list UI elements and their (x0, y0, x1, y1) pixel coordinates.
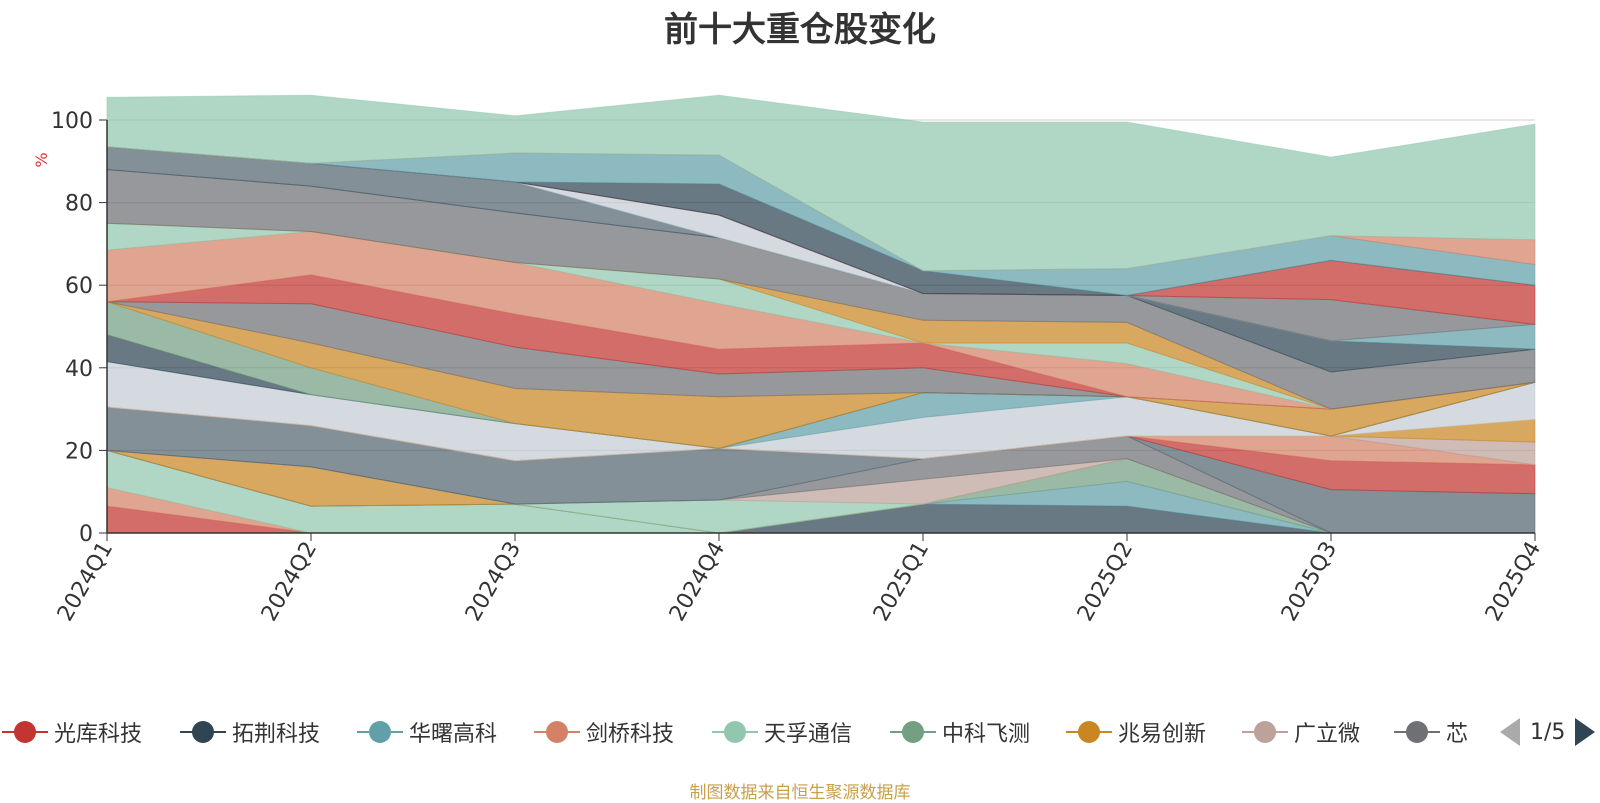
legend-marker-icon (532, 712, 582, 752)
y-axis-unit-label: % (32, 152, 51, 167)
x-tick-label: 2024Q1 (53, 538, 118, 626)
chart-title: 前十大重仓股变化 (664, 10, 936, 50)
legend-marker-icon (710, 712, 760, 752)
legend-label: 拓荆科技 (232, 722, 321, 747)
legend-label: 中科飞测 (942, 722, 1031, 747)
legend-label: 广立微 (1294, 722, 1361, 747)
legend: 光库科技 拓荆科技 华曙高科 剑桥科技 天孚通信 中科飞测 兆易创新 广立微 芯 1/5 (0, 712, 1600, 752)
legend-pager: 1/5 (1500, 712, 1596, 752)
legend-item[interactable]: 剑桥科技 (532, 712, 674, 752)
legend-label: 剑桥科技 (586, 722, 675, 747)
legend-label: 天孚通信 (764, 722, 853, 747)
legend-item[interactable]: 广立微 (1240, 712, 1360, 752)
legend-marker-icon (355, 712, 405, 752)
x-tick-label: 2024Q2 (257, 538, 322, 626)
legend-marker-icon (0, 712, 50, 752)
legend-items: 光库科技 拓荆科技 华曙高科 剑桥科技 天孚通信 中科飞测 兆易创新 广立微 芯 (0, 712, 1478, 752)
y-tick-label: 0 (79, 522, 93, 547)
legend-prev-page-icon[interactable] (1500, 718, 1520, 746)
x-tick-label: 2025Q1 (869, 538, 934, 626)
legend-item[interactable]: 光库科技 (0, 712, 142, 752)
legend-page-indicator: 1/5 (1530, 719, 1566, 745)
legend-marker-icon (178, 712, 228, 752)
legend-marker-icon (1064, 712, 1114, 752)
y-tick-label: 100 (51, 109, 93, 134)
legend-label: 华曙高科 (409, 722, 498, 747)
y-tick-label: 40 (65, 357, 93, 382)
legend-item[interactable]: 拓荆科技 (178, 712, 320, 752)
legend-item[interactable]: 中科飞测 (888, 712, 1030, 752)
legend-item[interactable]: 华曙高科 (355, 712, 497, 752)
legend-marker-icon (1240, 712, 1290, 752)
x-tick-label: 2024Q3 (461, 538, 526, 626)
area-series-35 (106, 94, 1536, 272)
legend-next-page-icon[interactable] (1575, 718, 1596, 746)
area-layer (106, 94, 1536, 534)
x-tick-label: 2025Q4 (1481, 538, 1546, 626)
y-tick-label: 60 (65, 274, 93, 299)
legend-item[interactable]: 兆易创新 (1064, 712, 1206, 752)
legend-label: 芯 (1446, 722, 1469, 747)
legend-item[interactable]: 芯 (1392, 712, 1468, 752)
y-tick-label: 20 (65, 439, 93, 464)
x-tick-label: 2025Q3 (1277, 538, 1342, 626)
legend-item[interactable]: 天孚通信 (710, 712, 852, 752)
y-tick-label: 80 (65, 192, 93, 217)
legend-marker-icon (888, 712, 938, 752)
data-source-note: 制图数据来自恒生聚源数据库 (689, 783, 911, 803)
x-tick-label: 2025Q2 (1073, 538, 1138, 626)
legend-label: 光库科技 (54, 722, 143, 747)
legend-marker-icon (1392, 712, 1442, 752)
x-tick-label: 2024Q4 (665, 538, 730, 626)
legend-label: 兆易创新 (1118, 722, 1207, 747)
